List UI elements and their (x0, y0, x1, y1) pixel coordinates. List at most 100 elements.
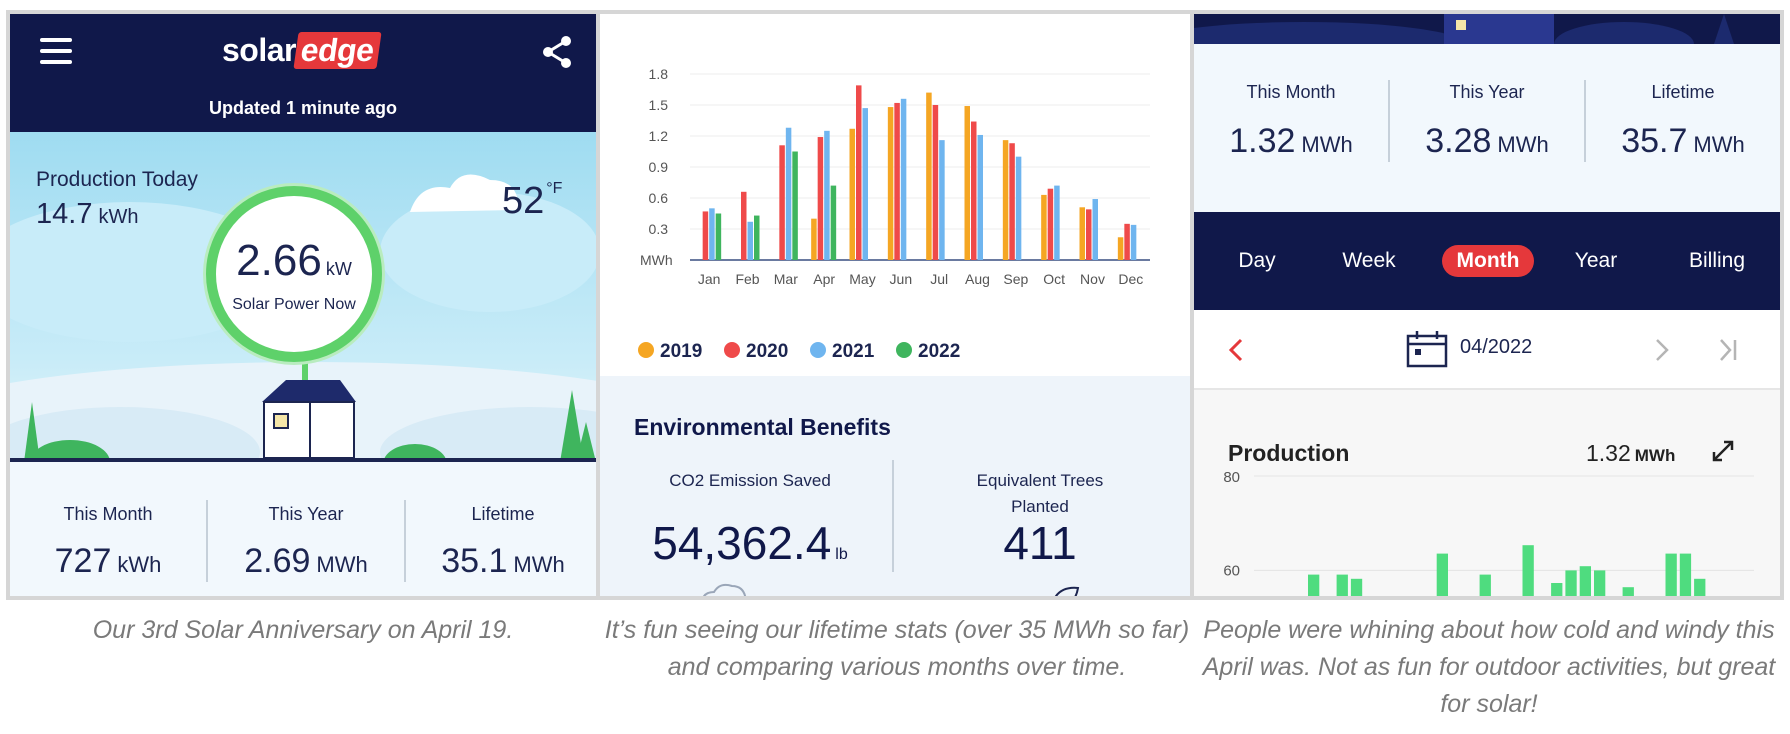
x-tick-label: Oct (1043, 271, 1065, 287)
stat-this-month: This Month 1.32 MWh (1194, 44, 1388, 212)
skip-to-latest-icon[interactable] (1718, 338, 1738, 362)
screenshot-home: solaredge Updated 1 minute ago Pr (6, 10, 600, 600)
y-tick-label: 60 (1223, 562, 1240, 579)
bar-2022-apr (830, 185, 837, 260)
daily-bar (1622, 587, 1634, 596)
tab-week[interactable]: Week (1342, 249, 1396, 272)
logo-edge-text: edge (293, 32, 382, 69)
stat-this-month: This Month 727 kWh (10, 462, 206, 596)
energy-stats: This Month 727 kWh This Year 2.69 MWh Life… (10, 462, 596, 596)
stat-lifetime: Lifetime 35.1 MWh (406, 462, 596, 596)
legend-label: 2022 (918, 341, 960, 362)
env-divider (892, 460, 894, 572)
co2-number: 54,362.4 (652, 517, 832, 569)
daily-production-chart: 80 60 (1223, 470, 1754, 596)
solar-power-value: 2.66 kW (216, 236, 372, 286)
share-icon[interactable] (540, 34, 574, 70)
expand-icon[interactable] (1710, 438, 1736, 464)
y-tick-label: 0.6 (649, 190, 669, 206)
cloud-icon (702, 583, 747, 596)
bar-2019-nov (1079, 207, 1085, 260)
tab-year[interactable]: Year (1574, 249, 1618, 272)
y-tick-label: 80 (1223, 470, 1240, 486)
calendar-icon[interactable] (1406, 330, 1448, 368)
bar-2021-mar (785, 127, 792, 260)
bar-2019-apr (811, 218, 817, 260)
env-title: Environmental Benefits (634, 414, 891, 440)
chevron-left-icon[interactable] (1228, 338, 1244, 362)
stat-this-year: This Year 3.28 MWh (1390, 44, 1584, 212)
stat-unit: MWh (1301, 132, 1353, 157)
bar-2020-jan (702, 211, 709, 260)
legend-label: 2021 (832, 341, 875, 362)
period-tabs: Day Week Month Year Billing (1194, 212, 1780, 310)
daily-bar (1565, 570, 1577, 596)
stat-divider (404, 500, 406, 582)
daily-bar (1336, 574, 1348, 596)
stat-label: This Month (63, 504, 153, 524)
solar-power-number: 2.66 (236, 236, 322, 285)
bar-2020-nov (1086, 209, 1092, 260)
screenshot-april-production: This Month 1.32 MWh This Year 3.28 MWh Lif… (1194, 10, 1784, 600)
stat-unit: MWh (1693, 132, 1745, 157)
tab-day[interactable]: Day (1238, 249, 1276, 272)
bar-2020-feb (741, 191, 747, 260)
production-today-label: Production Today (36, 168, 198, 191)
stat-number: 3.28 (1425, 122, 1492, 160)
house-illustration (1194, 14, 1734, 66)
bar-2020-sep (1009, 143, 1015, 260)
bar-2021-jul (939, 140, 945, 260)
tab-month[interactable]: Month (1442, 245, 1534, 277)
bar-2020-jun (894, 102, 900, 260)
stat-value: 35.1 MWh (406, 542, 596, 581)
stat-number: 2.69 (244, 542, 311, 580)
x-tick-label: Nov (1080, 271, 1105, 287)
bar-2021-jun (900, 98, 907, 260)
stat-value: 2.69 MWh (208, 542, 404, 581)
x-tick-label: Jan (698, 271, 721, 287)
stat-number: 35.1 (441, 542, 508, 580)
solar-power-unit: kW (325, 259, 352, 279)
production-value: 1.32 MWh (1586, 440, 1675, 467)
x-tick-label: Jul (930, 271, 948, 287)
caption-1: Our 3rd Solar Anniversary on April 19. (92, 616, 514, 644)
selected-date[interactable]: 04/2022 (1460, 336, 1533, 358)
tab-billing[interactable]: Billing (1688, 249, 1746, 272)
bar-2022-mar (792, 151, 798, 260)
stat-label: This Year (1449, 82, 1525, 102)
bar-2020-aug (971, 121, 977, 261)
production-today-number: 14.7 (36, 198, 93, 230)
bar-2021-jan (709, 208, 715, 260)
bar-2020-apr (817, 137, 824, 260)
illustration-strip (1194, 14, 1780, 66)
legend-label: 2020 (746, 341, 788, 362)
production-title: Production (1228, 440, 1350, 466)
co2-value: 54,362.4 lb (620, 516, 880, 570)
bar-2021-dec (1130, 224, 1137, 260)
legend-label: 2019 (660, 341, 702, 362)
bar-2021-sep (1015, 156, 1022, 260)
bar-2020-may (856, 85, 862, 260)
solar-power-gauge[interactable]: 2.66 kW Solar Power Now (206, 186, 382, 362)
stat-unit: kWh (117, 552, 162, 577)
stat-lifetime: Lifetime 35.7 MWh (1586, 44, 1780, 212)
daily-bar (1694, 578, 1706, 596)
bar-2021-apr (824, 130, 830, 260)
co2-label: CO2 Emission Saved (669, 471, 831, 490)
caption-3: People were whining about how cold and w… (1202, 616, 1776, 718)
monthly-production-chart: 0.3 0.6 0.9 1.2 1.5 1.8 MWh Jan Feb Mar Apr May Jun J… (600, 14, 1190, 376)
bar-2021-feb (747, 221, 753, 260)
trees-label-line2: Planted (1011, 497, 1069, 516)
chevron-right-icon[interactable] (1654, 338, 1670, 362)
solar-power-label: Solar Power Now (232, 296, 356, 313)
y-tick-label: 1.5 (649, 97, 669, 113)
stat-value: 3.28 MWh (1390, 122, 1584, 161)
bar-2020-dec (1124, 223, 1130, 260)
x-tick-label: Mar (774, 271, 798, 287)
stat-value: 727 kWh (10, 542, 206, 581)
screenshot-monthly-chart: 0.3 0.6 0.9 1.2 1.5 1.8 MWh Jan Feb Mar Apr May Jun J… (600, 10, 1194, 600)
stat-label: Lifetime (471, 504, 535, 524)
x-tick-label: Aug (965, 271, 990, 287)
menu-icon[interactable] (40, 38, 72, 64)
legend-swatch (724, 342, 740, 358)
